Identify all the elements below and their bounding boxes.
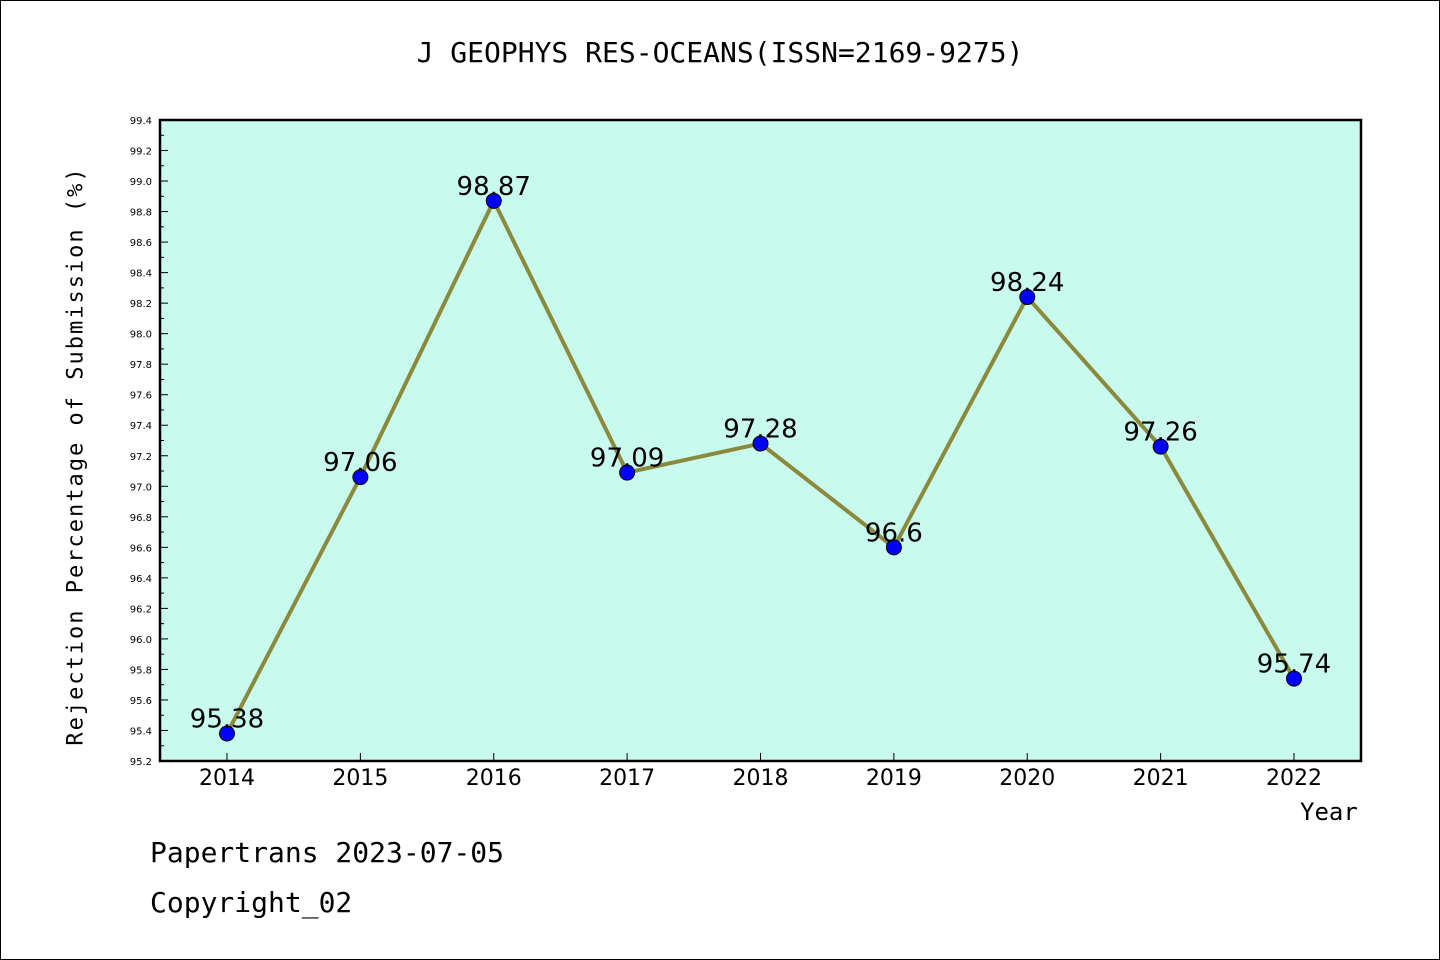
y-tick-label: 99.0 <box>130 177 152 188</box>
data-label: 97.28 <box>723 415 797 445</box>
data-label: 98.87 <box>457 172 531 202</box>
x-tick-label: 2018 <box>733 766 789 791</box>
data-label: 98.24 <box>990 268 1064 298</box>
x-tick-label: 2019 <box>866 766 922 791</box>
data-label: 95.74 <box>1257 650 1331 680</box>
y-tick-label: 99.4 <box>130 116 152 127</box>
data-label: 97.26 <box>1123 418 1197 448</box>
data-point <box>485 192 502 209</box>
y-tick-label: 97.8 <box>130 360 152 371</box>
data-point <box>752 435 769 452</box>
y-tick-label: 99.2 <box>130 147 152 158</box>
y-tick-label: 95.4 <box>130 726 152 737</box>
footer-date: Papertrans 2023-07-05 <box>150 836 505 869</box>
y-tick-label: 95.6 <box>130 696 152 707</box>
y-tick-label: 96.8 <box>130 513 152 524</box>
y-tick-label: 98.8 <box>130 208 152 219</box>
x-tick-label: 2021 <box>1133 766 1189 791</box>
x-tick-label: 2022 <box>1266 766 1322 791</box>
y-tick-label: 98.0 <box>130 330 152 341</box>
chart-title: J GEOPHYS RES-OCEANS(ISSN=2169-9275) <box>416 36 1024 69</box>
y-tick-label: 98.4 <box>130 269 152 280</box>
data-label: 97.09 <box>590 444 664 474</box>
x-tick-label: 2016 <box>466 766 522 791</box>
data-point <box>219 725 235 742</box>
data-label: 97.06 <box>323 448 397 478</box>
y-tick-label: 96.6 <box>130 543 152 554</box>
y-tick-label: 97.6 <box>130 391 152 402</box>
plot-border <box>158 118 1363 763</box>
data-point <box>1019 289 1036 306</box>
x-tick-label: 2020 <box>999 766 1055 791</box>
data-point <box>619 464 636 481</box>
data-label: 96.6 <box>865 518 923 548</box>
data-point <box>1152 438 1169 455</box>
data-point <box>885 539 902 556</box>
y-tick-label: 97.2 <box>130 452 152 463</box>
y-tick-label: 96.0 <box>130 635 152 646</box>
y-tick-label: 98.6 <box>130 238 152 249</box>
x-tick-label: 2017 <box>599 766 655 791</box>
y-tick-label: 95.2 <box>130 757 152 768</box>
y-tick-label: 98.2 <box>130 299 152 310</box>
data-point <box>1286 670 1302 687</box>
x-axis-label: Year <box>1300 798 1358 826</box>
data-label: 95.38 <box>190 705 264 735</box>
x-tick-label: 2015 <box>332 766 388 791</box>
y-tick-label: 95.8 <box>130 665 152 676</box>
y-tick-label: 97.0 <box>130 482 152 493</box>
y-tick-label: 97.4 <box>130 421 152 432</box>
x-tick-label: 2014 <box>199 766 255 791</box>
data-point <box>352 469 369 486</box>
y-tick-label: 96.4 <box>130 574 152 585</box>
y-tick-label: 96.2 <box>130 604 152 615</box>
footer-copyright: Copyright_02 <box>150 886 353 919</box>
